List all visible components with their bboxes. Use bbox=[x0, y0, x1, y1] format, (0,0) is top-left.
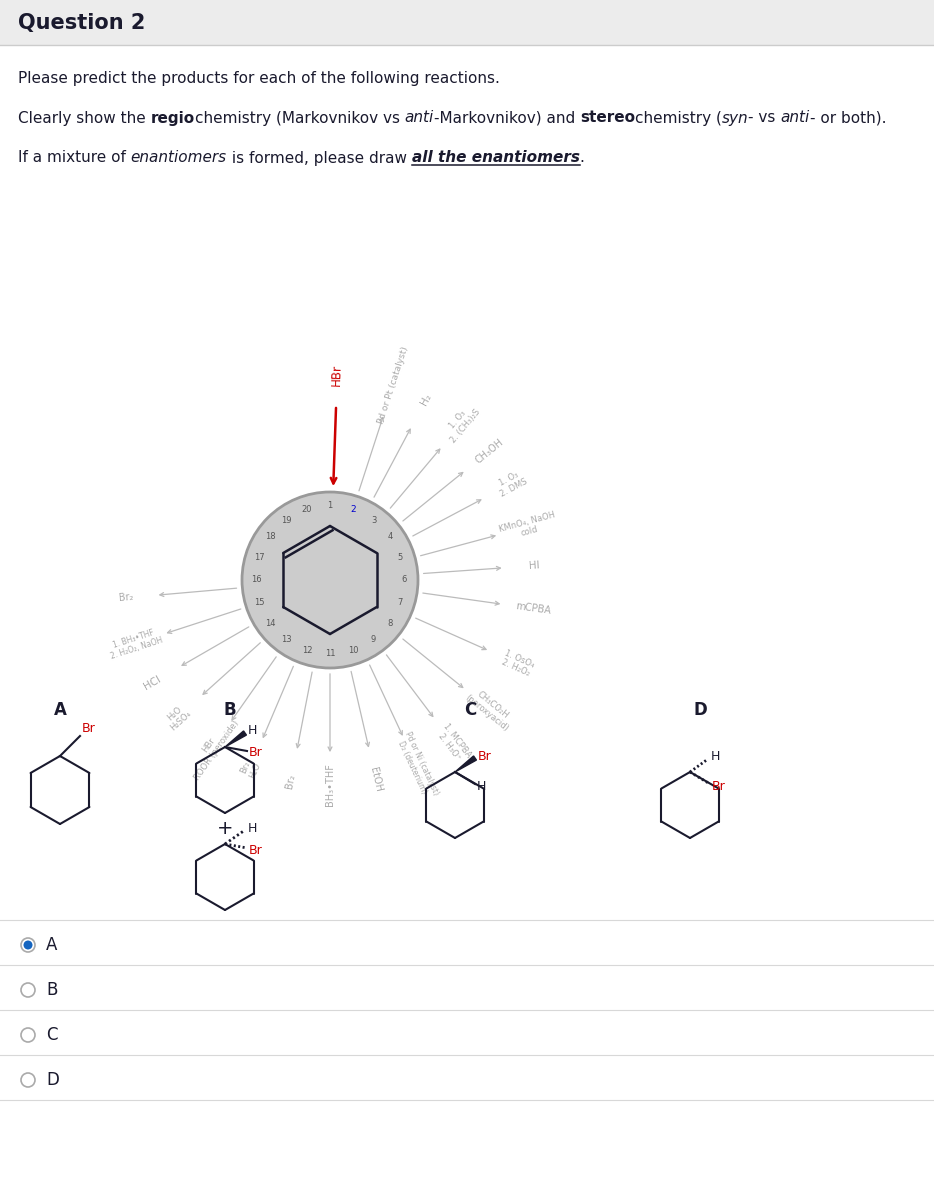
Text: Br: Br bbox=[249, 746, 262, 760]
Text: Clearly show the: Clearly show the bbox=[18, 110, 150, 126]
Text: 9: 9 bbox=[371, 635, 376, 644]
Circle shape bbox=[21, 983, 35, 997]
Text: anti: anti bbox=[404, 110, 434, 126]
Text: 1. OsO₄
2. H₂O₂: 1. OsO₄ 2. H₂O₂ bbox=[499, 648, 535, 678]
Text: 3: 3 bbox=[371, 516, 376, 524]
Text: 17: 17 bbox=[254, 553, 265, 562]
Text: H: H bbox=[477, 780, 487, 792]
Text: CH₃CO₂H
(peroxyacid): CH₃CO₂H (peroxyacid) bbox=[462, 685, 516, 733]
Text: -Markovnikov) and: -Markovnikov) and bbox=[434, 110, 580, 126]
Text: EtOH: EtOH bbox=[368, 767, 384, 793]
Text: chemistry (Markovnikov vs: chemistry (Markovnikov vs bbox=[195, 110, 404, 126]
Text: Br₂: Br₂ bbox=[118, 593, 134, 604]
Text: 20: 20 bbox=[302, 505, 312, 514]
Circle shape bbox=[21, 938, 35, 952]
Text: HI: HI bbox=[529, 560, 540, 571]
Text: enantiomers: enantiomers bbox=[131, 150, 227, 166]
Text: 13: 13 bbox=[281, 635, 291, 644]
Text: mCPBA: mCPBA bbox=[515, 601, 551, 616]
Text: Question 2: Question 2 bbox=[18, 13, 146, 32]
Text: 1. MCPBA
2. H₃O⁺: 1. MCPBA 2. H₃O⁺ bbox=[433, 722, 474, 766]
Text: 1. O₃
2. (CH₃)₂S: 1. O₃ 2. (CH₃)₂S bbox=[441, 401, 482, 445]
Text: HBr: HBr bbox=[331, 364, 344, 386]
Text: 1: 1 bbox=[328, 502, 333, 510]
Text: all the enantiomers: all the enantiomers bbox=[412, 150, 580, 166]
Text: regio: regio bbox=[150, 110, 195, 126]
Text: 1. O₃
2. DMS: 1. O₃ 2. DMS bbox=[493, 468, 529, 499]
Text: 11: 11 bbox=[325, 649, 335, 659]
Text: C: C bbox=[464, 701, 476, 719]
Text: +: + bbox=[217, 818, 234, 838]
Text: Br₂
H₂O: Br₂ H₂O bbox=[238, 757, 262, 780]
Circle shape bbox=[21, 1073, 35, 1087]
Text: anti: anti bbox=[781, 110, 810, 126]
Text: 5: 5 bbox=[398, 553, 403, 562]
Text: 16: 16 bbox=[250, 576, 262, 584]
Circle shape bbox=[242, 492, 418, 668]
Text: D: D bbox=[46, 1070, 59, 1090]
Text: 4: 4 bbox=[388, 532, 392, 541]
Text: .: . bbox=[580, 150, 585, 166]
Text: BH₃•THF: BH₃•THF bbox=[325, 763, 335, 806]
Text: H₂: H₂ bbox=[419, 391, 433, 407]
Text: H₂O
H₂SO₄: H₂O H₂SO₄ bbox=[162, 702, 193, 733]
Text: is formed, please draw: is formed, please draw bbox=[227, 150, 412, 166]
Text: HCl: HCl bbox=[142, 673, 163, 691]
Text: Pd or Pt (catalyst): Pd or Pt (catalyst) bbox=[376, 346, 410, 425]
Text: 1. BH₃•THF
2. H₂O₂, NaOH: 1. BH₃•THF 2. H₂O₂, NaOH bbox=[106, 626, 163, 661]
Text: D: D bbox=[693, 701, 707, 719]
Text: Br: Br bbox=[82, 721, 96, 734]
Text: 10: 10 bbox=[347, 646, 358, 655]
Text: chemistry (: chemistry ( bbox=[635, 110, 722, 126]
Text: 15: 15 bbox=[254, 599, 265, 607]
Text: 6: 6 bbox=[402, 576, 406, 584]
Text: - or both).: - or both). bbox=[810, 110, 886, 126]
Text: 12: 12 bbox=[302, 646, 312, 655]
Text: 19: 19 bbox=[281, 516, 291, 524]
Text: HBr
ROOR (peroxide): HBr ROOR (peroxide) bbox=[184, 713, 241, 782]
Text: 18: 18 bbox=[265, 532, 276, 541]
Text: 8: 8 bbox=[388, 619, 392, 628]
Text: H: H bbox=[248, 822, 258, 834]
Polygon shape bbox=[455, 756, 476, 772]
Text: C: C bbox=[46, 1026, 58, 1044]
Text: 7: 7 bbox=[398, 599, 403, 607]
Text: B: B bbox=[46, 982, 57, 998]
Text: A: A bbox=[53, 701, 66, 719]
Text: H: H bbox=[248, 725, 258, 738]
Text: Br: Br bbox=[249, 844, 262, 857]
Text: 14: 14 bbox=[265, 619, 276, 628]
Text: If a mixture of: If a mixture of bbox=[18, 150, 131, 166]
Text: CH₃OH: CH₃OH bbox=[474, 437, 505, 466]
Text: A: A bbox=[46, 936, 57, 954]
Text: stereo: stereo bbox=[580, 110, 635, 126]
Text: Please predict the products for each of the following reactions.: Please predict the products for each of … bbox=[18, 71, 500, 85]
Circle shape bbox=[23, 941, 33, 949]
Text: syn: syn bbox=[722, 110, 748, 126]
Text: 2: 2 bbox=[350, 505, 356, 514]
Text: B: B bbox=[223, 701, 236, 719]
Circle shape bbox=[21, 1028, 35, 1042]
Text: H: H bbox=[711, 750, 720, 763]
Bar bbox=[0, 0, 934, 44]
Text: Br₂: Br₂ bbox=[285, 773, 297, 790]
Text: - vs: - vs bbox=[748, 110, 781, 126]
Polygon shape bbox=[225, 731, 247, 746]
Text: Br: Br bbox=[712, 780, 726, 792]
Text: Pd or Ni (catalyst)
D₂ (deuterium): Pd or Ni (catalyst) D₂ (deuterium) bbox=[393, 731, 440, 802]
Text: KMnO₄, NaOH
cold: KMnO₄, NaOH cold bbox=[498, 510, 559, 544]
Text: Br: Br bbox=[478, 750, 491, 762]
